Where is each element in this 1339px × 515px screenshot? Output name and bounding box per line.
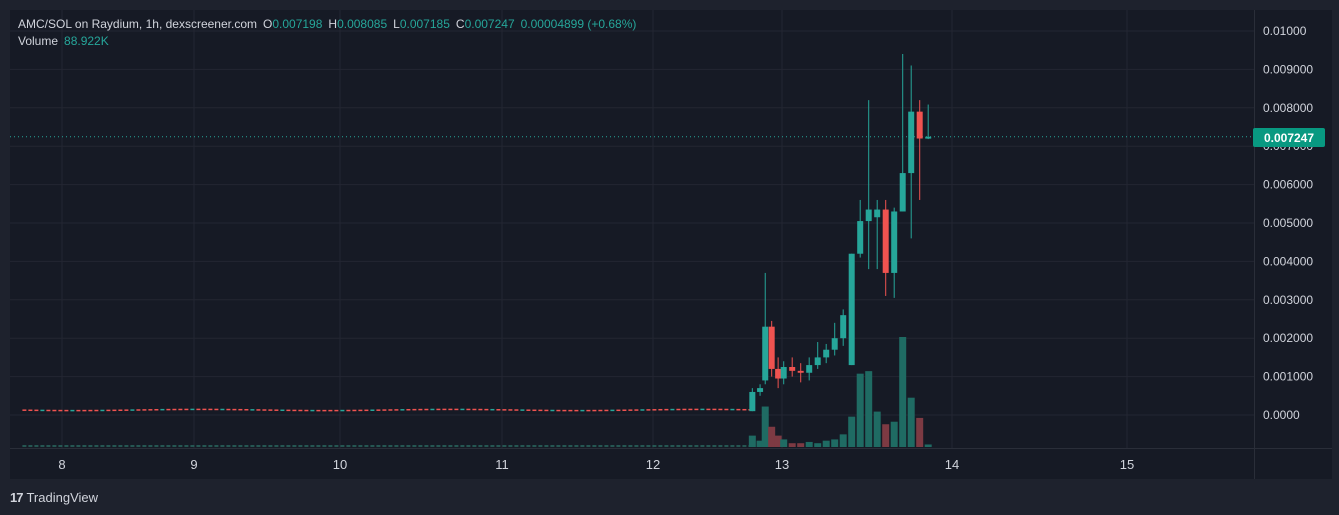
candle-body — [762, 326, 769, 381]
candle-body — [797, 370, 804, 373]
volume-bar — [756, 440, 764, 447]
time-tick-label: 11 — [495, 457, 509, 472]
open-label: O — [263, 17, 273, 31]
volume-bar — [774, 435, 782, 447]
candle-body — [775, 368, 782, 379]
volume-bar — [814, 443, 822, 447]
candle-body — [806, 365, 813, 373]
price-tick-label: 0.0000 — [1263, 408, 1300, 422]
price-tick-label: 0.006000 — [1263, 178, 1313, 192]
time-axis[interactable]: 8 9 10 11 12 13 14 15 — [10, 448, 1254, 479]
volume-label[interactable]: Volume — [18, 34, 59, 48]
candle-body — [789, 367, 796, 371]
ohlc-row: AMC/SOL on Raydium, 1h, dexscreener.com … — [18, 16, 636, 33]
price-tick-label: 0.001000 — [1263, 370, 1313, 384]
price-tick-label: 0.009000 — [1263, 62, 1313, 76]
volume-bar — [805, 441, 813, 447]
volume-bar — [768, 426, 776, 447]
low-value: 0.007185 — [399, 17, 450, 31]
volume-bar — [907, 397, 915, 447]
volume-bar — [822, 440, 830, 447]
close-label: C — [455, 17, 465, 31]
volume-bar — [797, 443, 805, 447]
candle-body — [749, 391, 756, 412]
price-tick-label: 0.005000 — [1263, 216, 1313, 230]
volume-bar — [748, 435, 756, 447]
axis-corner — [1254, 448, 1332, 479]
volume-row: Volume 88.922K — [18, 33, 636, 50]
footer: 17 TradingView — [10, 486, 98, 508]
volume-bar — [916, 417, 924, 447]
candle-body — [891, 211, 898, 273]
volume-bar — [831, 439, 839, 447]
price-tick-label: 0.008000 — [1263, 101, 1313, 115]
time-tick-label: 15 — [1120, 457, 1134, 472]
time-tick-label: 9 — [190, 457, 197, 472]
volume-bar — [890, 421, 898, 447]
high-value: 0.008085 — [337, 17, 388, 31]
volume-bar — [873, 411, 881, 447]
close-value: 0.007247 — [464, 17, 515, 31]
price-tick-label: 0.003000 — [1263, 293, 1313, 307]
price-tick-label: 0.01000 — [1263, 24, 1307, 38]
volume-bar — [882, 424, 890, 447]
change-value: 0.00004899 (+0.68%) — [520, 17, 637, 31]
candle-body — [848, 253, 855, 366]
candle-body — [899, 173, 906, 212]
volume-bar — [856, 373, 864, 447]
candle-body — [840, 315, 847, 339]
candle-body — [831, 338, 838, 350]
time-axis-labels: 8 9 10 11 12 13 14 15 — [58, 457, 1134, 472]
volume-bar — [924, 444, 932, 447]
last-price-badge: 0.007247 — [1253, 128, 1325, 147]
volume-bar — [865, 371, 873, 447]
candle-body — [768, 326, 775, 369]
candle-body — [882, 209, 889, 273]
volume-value: 88.922K — [64, 34, 109, 48]
price-tick-label: 0.002000 — [1263, 331, 1313, 345]
tradingview-logo-icon[interactable]: 17 — [10, 489, 24, 505]
volume-bar — [839, 434, 847, 447]
volume-bar — [780, 439, 788, 447]
price-axis-labels: 0.010000.0090000.0080000.0070000.0060000… — [1263, 24, 1313, 422]
candle-body — [925, 136, 932, 139]
time-tick-label: 14 — [945, 457, 959, 472]
plot-area[interactable] — [10, 10, 1254, 448]
candle-body — [874, 209, 881, 218]
candle-body — [916, 111, 923, 139]
price-axis[interactable]: 0.010000.0090000.0080000.0070000.0060000… — [1254, 10, 1332, 448]
candle-body — [757, 388, 764, 392]
time-tick-label: 10 — [333, 457, 347, 472]
low-label: L — [393, 17, 400, 31]
volume-bar — [899, 337, 907, 447]
candle-body — [865, 209, 872, 222]
high-label: H — [328, 17, 338, 31]
candle-body — [908, 111, 915, 174]
time-tick-label: 8 — [58, 457, 65, 472]
volume-bar — [848, 416, 856, 447]
brand-name[interactable]: TradingView — [26, 489, 99, 505]
price-tick-label: 0.004000 — [1263, 254, 1313, 268]
legend: AMC/SOL on Raydium, 1h, dexscreener.com … — [18, 16, 636, 50]
time-tick-label: 12 — [646, 457, 660, 472]
candle-body — [857, 221, 864, 254]
time-tick-label: 13 — [775, 457, 789, 472]
candle-body — [823, 349, 830, 358]
candle-body — [814, 357, 821, 366]
volume-bar — [761, 406, 769, 447]
volume-bar — [788, 443, 796, 447]
candlestick-chart[interactable] — [10, 10, 1254, 448]
symbol-title[interactable]: AMC/SOL on Raydium, 1h, dexscreener.com — [18, 17, 257, 31]
open-value: 0.007198 — [272, 17, 323, 31]
candle-body — [780, 367, 787, 379]
